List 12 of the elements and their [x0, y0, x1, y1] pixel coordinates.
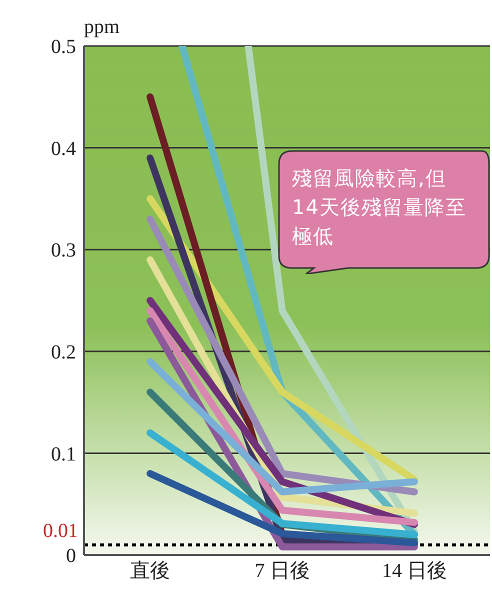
- y-tick-label: 0.1: [51, 443, 76, 466]
- y-axis-title: ppm: [84, 16, 120, 39]
- y-tick-label: 0.3: [51, 240, 76, 262]
- y-tick-label: 0.2: [51, 342, 76, 364]
- y-tick-label: 0: [66, 545, 76, 568]
- y-tick-label: 0.4: [51, 138, 76, 160]
- x-tick-label: 直後: [130, 560, 170, 582]
- annotation: 殘留風險較高,但14天後殘留量降至極低: [292, 165, 468, 250]
- x-tick-label: 14 日後: [382, 560, 447, 582]
- y-tick-label: 0.5: [51, 36, 76, 58]
- x-tick-label: 7 日後: [254, 560, 310, 582]
- ref-line-label: 0.01: [43, 520, 78, 542]
